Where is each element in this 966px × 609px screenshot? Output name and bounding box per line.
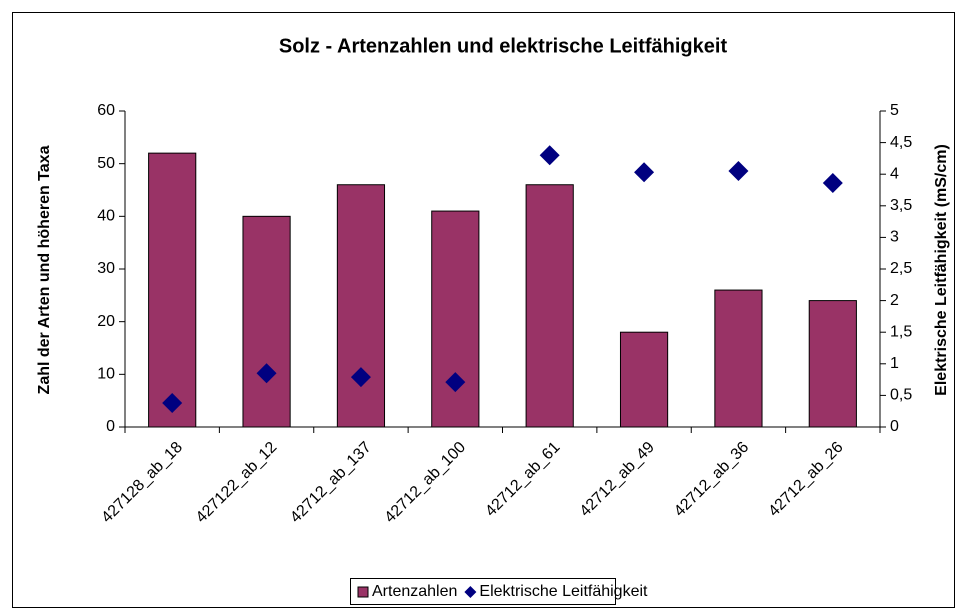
legend-swatch [464, 586, 477, 598]
y2-tick-label: 1,5 [890, 323, 912, 340]
y2-tick-label: 0 [890, 418, 899, 435]
y2-tick-label: 4,5 [890, 134, 912, 151]
y2-tick-label: 3 [890, 229, 899, 246]
bar [431, 210, 480, 428]
y-tick-label: 40 [97, 208, 115, 225]
y-tick-label: 60 [97, 102, 115, 119]
diamond-marker [350, 367, 371, 388]
legend-swatch [357, 586, 369, 598]
y-tick-label: 0 [106, 418, 115, 435]
legend-label: Elektrische Leitfähigkeit [479, 583, 648, 600]
legend [350, 578, 616, 605]
bar [619, 331, 669, 428]
y2-tick-label: 3,5 [890, 197, 912, 214]
bar [336, 184, 386, 428]
diamond-marker [162, 392, 183, 413]
y2-tick-label: 0,5 [890, 387, 912, 404]
y2-tick-label: 2,5 [890, 260, 912, 277]
y-tick-label: 20 [97, 313, 115, 330]
bar [525, 184, 574, 428]
bar [808, 300, 857, 428]
legend-label: Artenzahlen [372, 583, 457, 600]
y2-tick-label: 4 [890, 165, 899, 182]
y2-axis-label: Elektrische Leitfähigkeit (mS/cm) [933, 144, 950, 396]
diamond-marker [256, 363, 277, 384]
y-tick-label: 50 [97, 155, 115, 172]
diamond-marker [728, 161, 749, 182]
bar [148, 152, 197, 428]
bar [242, 215, 291, 428]
bar [714, 289, 763, 428]
y2-tick-label: 2 [890, 292, 899, 309]
diamond-marker [539, 145, 560, 166]
diamond-marker [445, 372, 466, 393]
chart-title: Solz - Artenzahlen und elektrische Leitf… [279, 35, 728, 57]
diamond-marker [634, 162, 655, 183]
diamond-marker [822, 173, 843, 194]
y-axis-label: Zahl der Arten und höheren Taxa [36, 145, 53, 394]
y-tick-label: 30 [97, 260, 115, 277]
y2-tick-label: 1 [890, 355, 899, 372]
y-tick-label: 10 [97, 366, 115, 383]
y2-tick-label: 5 [890, 102, 899, 119]
